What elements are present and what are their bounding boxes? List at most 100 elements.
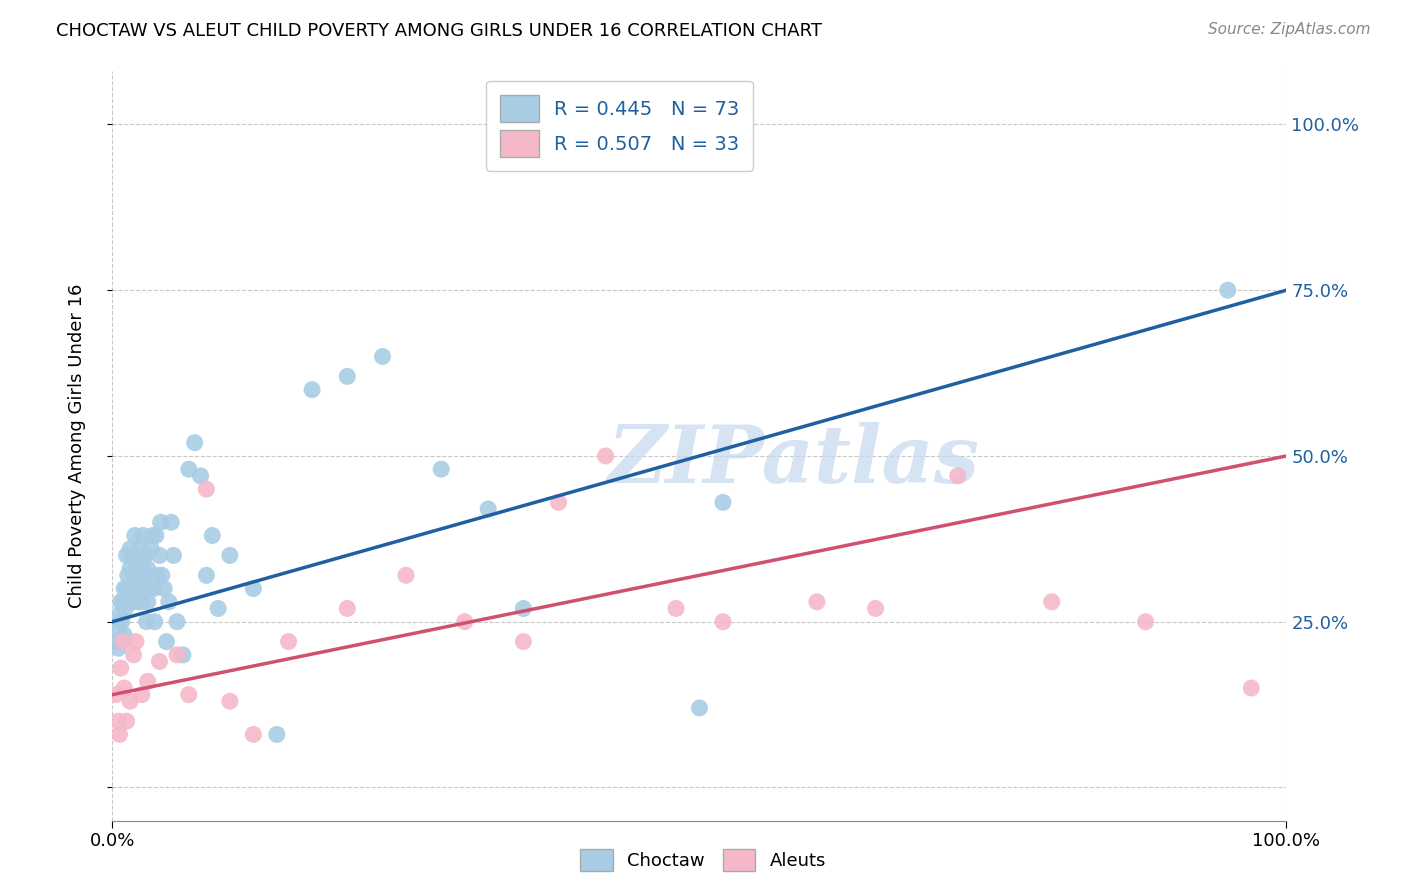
Point (195, 568, 218, 582)
Point (120, 694, 142, 708)
Point (806, 595, 828, 609)
Point (242, 582, 264, 596)
Point (145, 528, 167, 542)
Point (336, 601, 359, 615)
Point (134, 582, 156, 596)
Point (132, 528, 155, 542)
Point (125, 582, 148, 596)
Point (219, 549, 242, 563)
Point (108, 727, 131, 741)
Point (512, 601, 534, 615)
Point (127, 595, 149, 609)
Point (865, 601, 887, 615)
Point (115, 549, 138, 563)
Point (127, 562, 149, 576)
Point (131, 555, 153, 569)
Point (138, 582, 160, 596)
Point (512, 634, 534, 648)
Point (146, 568, 169, 582)
Point (395, 568, 418, 582)
Point (195, 482, 218, 496)
Point (108, 608, 131, 623)
Point (135, 615, 157, 629)
Point (1240, 681, 1263, 695)
Point (107, 714, 129, 728)
Point (201, 528, 224, 542)
Point (124, 528, 146, 542)
Legend: R = 0.445   N = 73, R = 0.507   N = 33: R = 0.445 N = 73, R = 0.507 N = 33 (486, 81, 754, 171)
Point (242, 727, 264, 741)
Point (128, 541, 150, 556)
Point (112, 595, 135, 609)
Point (207, 601, 229, 615)
Point (136, 674, 159, 689)
Point (371, 350, 394, 364)
Point (160, 515, 183, 529)
Point (120, 541, 142, 556)
Point (125, 549, 148, 563)
Point (301, 383, 323, 397)
Point (595, 449, 617, 463)
Point (134, 568, 156, 582)
Point (148, 655, 170, 669)
Point (430, 462, 453, 476)
Point (127, 549, 149, 563)
Point (122, 595, 145, 609)
Point (711, 615, 734, 629)
Point (547, 495, 569, 509)
Point (689, 701, 711, 715)
Point (112, 628, 135, 642)
Point (110, 661, 132, 675)
Point (336, 369, 359, 384)
Point (122, 568, 145, 582)
Point (131, 688, 153, 702)
Y-axis label: Child Poverty Among Girls Under 16: Child Poverty Among Girls Under 16 (67, 284, 86, 608)
Point (172, 648, 194, 662)
Point (114, 601, 136, 615)
Point (118, 595, 141, 609)
Point (148, 549, 170, 563)
Point (141, 541, 163, 556)
Point (166, 615, 188, 629)
Point (107, 641, 129, 656)
Point (150, 568, 173, 582)
Point (155, 634, 177, 648)
Legend: Choctaw, Aleuts: Choctaw, Aleuts (572, 842, 834, 879)
Point (946, 468, 969, 483)
Point (665, 601, 688, 615)
Text: Source: ZipAtlas.com: Source: ZipAtlas.com (1208, 22, 1371, 37)
Point (142, 582, 165, 596)
Point (105, 634, 128, 648)
Point (1135, 615, 1157, 629)
Point (105, 688, 128, 702)
Point (111, 634, 134, 648)
Text: CHOCTAW VS ALEUT CHILD POVERTY AMONG GIRLS UNDER 16 CORRELATION CHART: CHOCTAW VS ALEUT CHILD POVERTY AMONG GIR… (56, 22, 823, 40)
Point (120, 562, 142, 576)
Point (134, 549, 156, 563)
Point (149, 515, 172, 529)
Point (266, 727, 288, 741)
Point (122, 648, 145, 662)
Point (190, 468, 212, 483)
Point (120, 582, 142, 596)
Point (219, 694, 242, 708)
Point (177, 688, 200, 702)
Point (157, 595, 180, 609)
Point (1040, 595, 1063, 609)
Point (153, 582, 176, 596)
Point (111, 615, 134, 629)
Point (131, 595, 153, 609)
Point (177, 462, 200, 476)
Point (107, 621, 129, 635)
Point (136, 595, 159, 609)
Point (162, 549, 184, 563)
Point (166, 648, 188, 662)
Point (112, 634, 135, 648)
Point (453, 615, 475, 629)
Point (477, 502, 499, 516)
Point (121, 549, 143, 563)
Point (117, 568, 139, 582)
Point (112, 582, 135, 596)
Point (1216, 283, 1239, 297)
Point (711, 495, 734, 509)
